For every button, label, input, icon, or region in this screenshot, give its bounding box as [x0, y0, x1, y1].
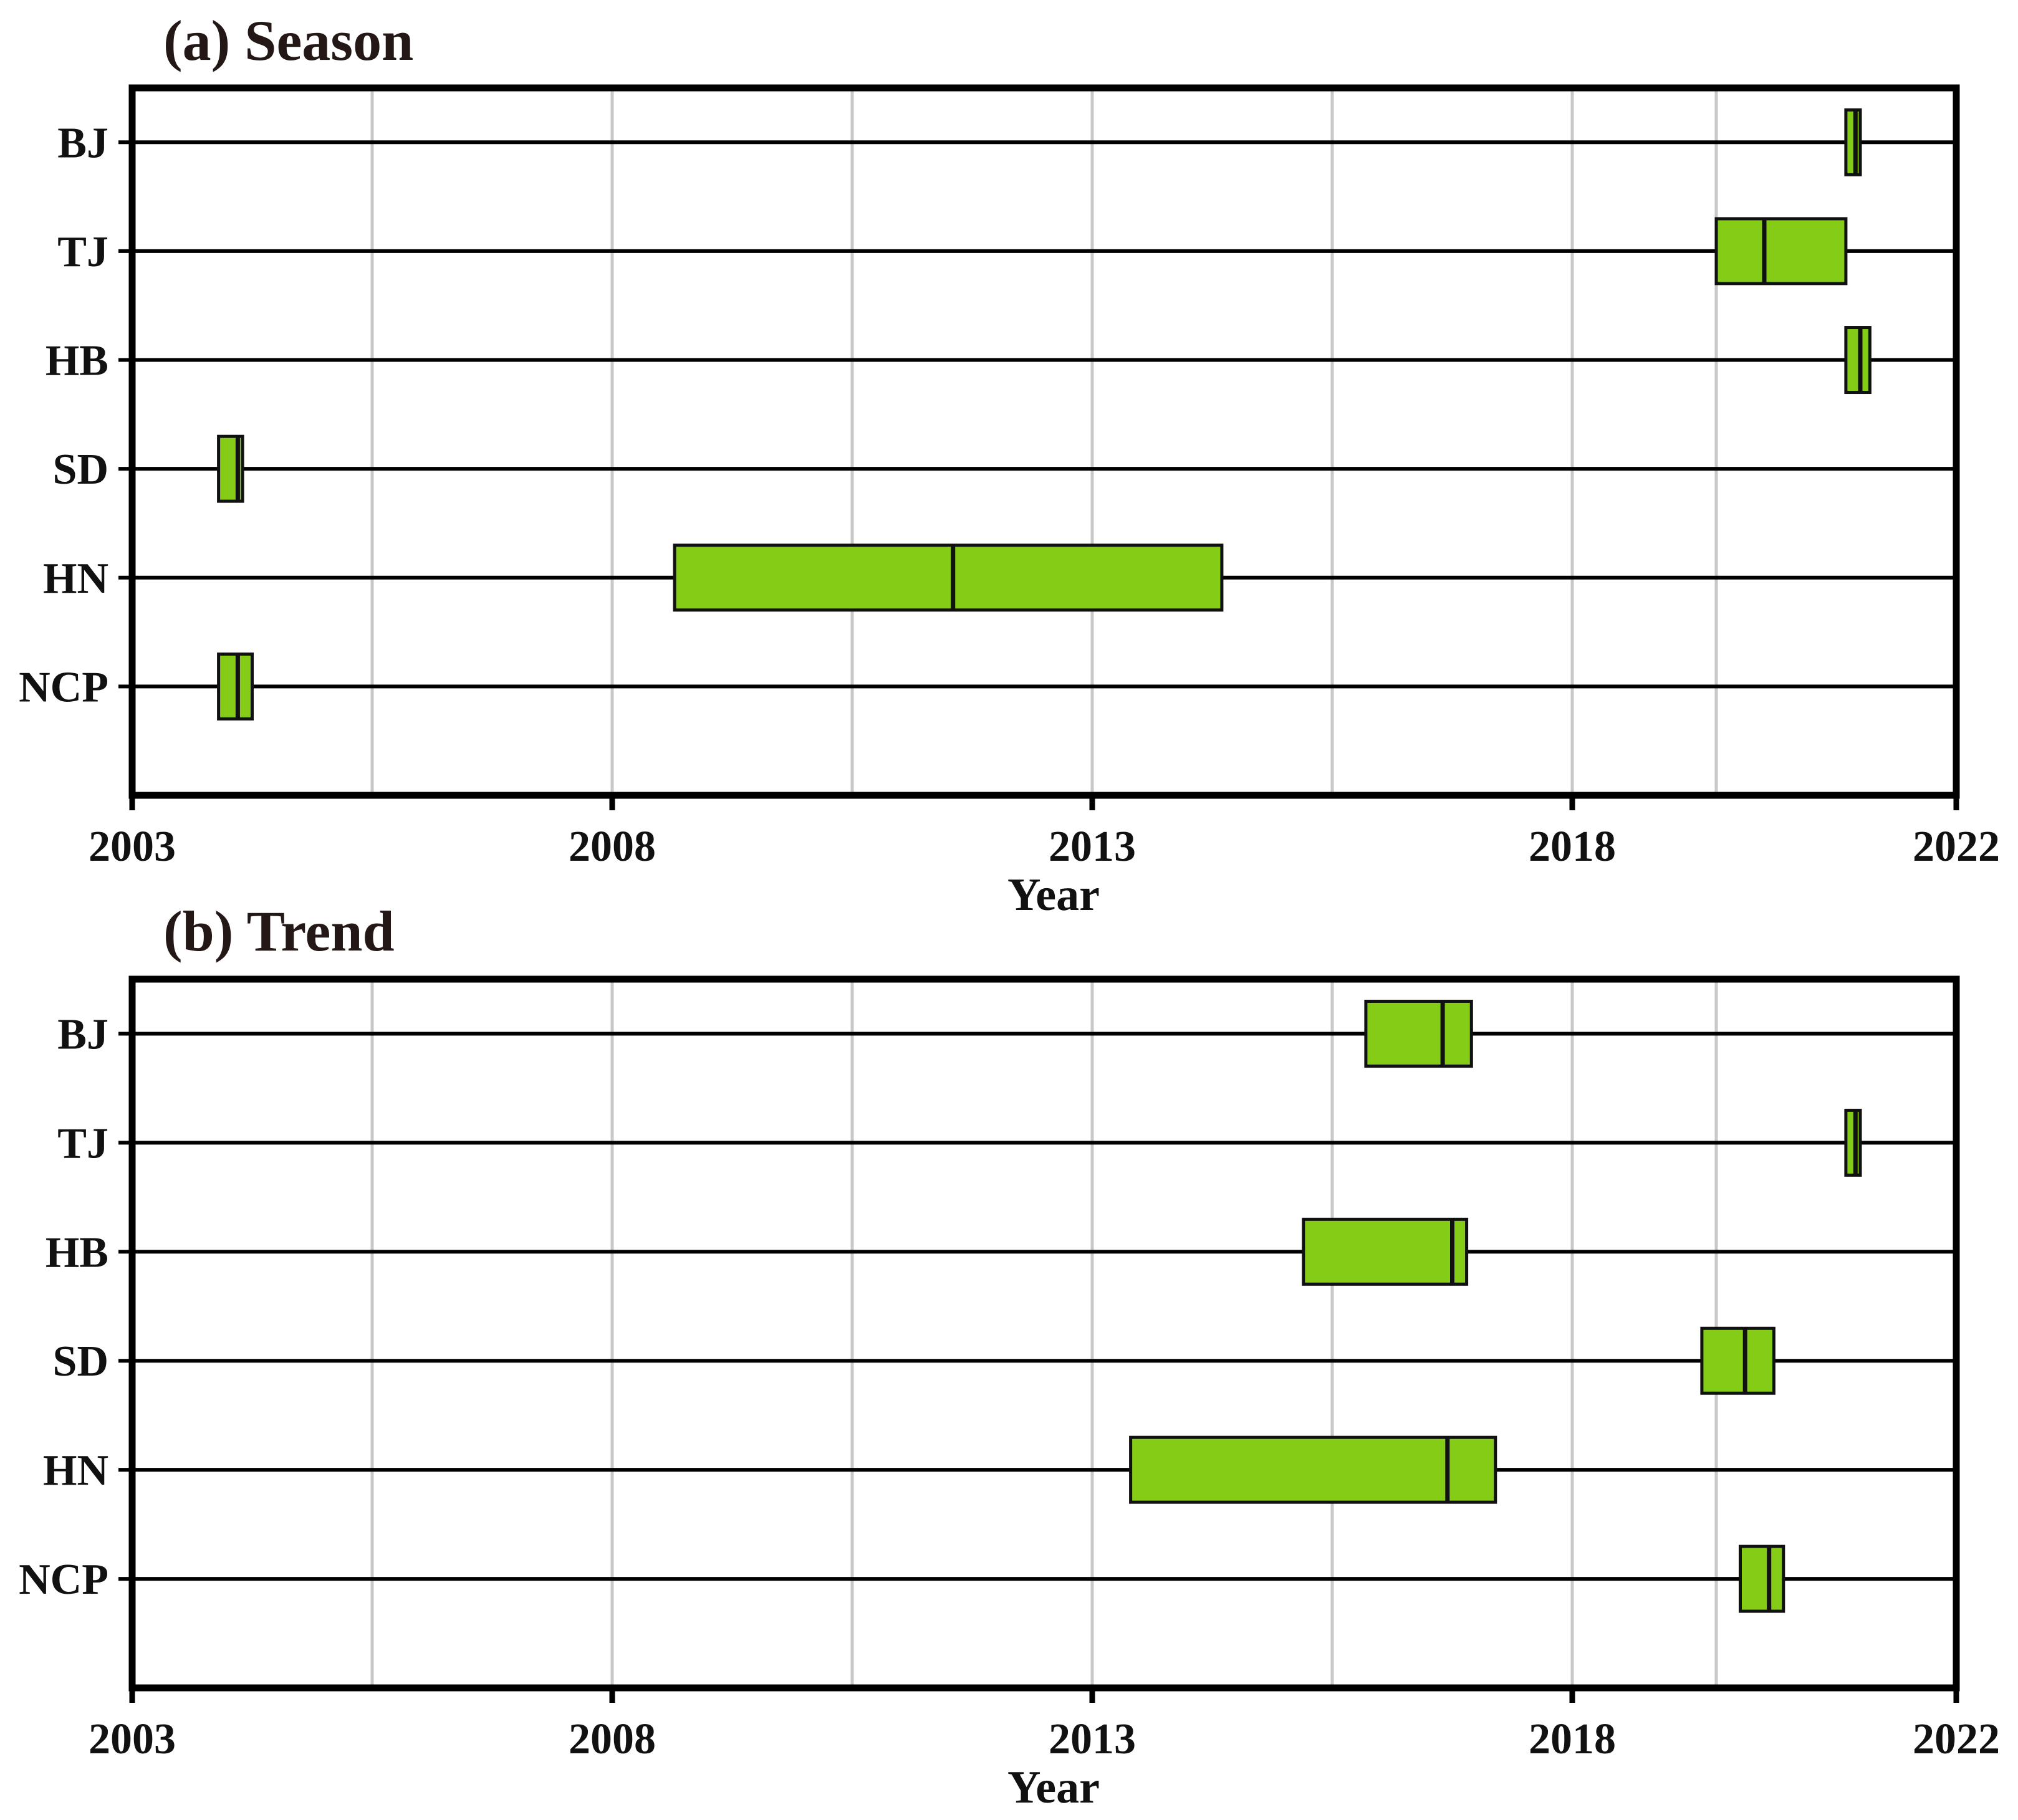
x-tick-label: 2008 [569, 1715, 656, 1763]
y-tick-label: NCP [19, 663, 108, 711]
y-tick-label: HB [46, 337, 108, 385]
plot-frame [128, 975, 1960, 1692]
box-hn [673, 544, 1224, 612]
y-tick-label: SD [53, 446, 108, 494]
box-hb [1302, 1217, 1469, 1286]
box-bj [1844, 108, 1862, 176]
box-bj [1364, 999, 1473, 1068]
box-tj [1844, 1108, 1862, 1177]
chart-panel-1: BJ TJ HB SD HN NCP 2003 2008 2013 2018 2022 Year (b)… [19, 899, 2000, 1813]
y-tick-label: TJ [57, 228, 108, 276]
chart-panel-0: BJ TJ HB SD HN NCP 2003 2008 2013 2018 2022 Year (a)… [19, 9, 2000, 921]
x-tick-label: 2003 [89, 823, 176, 871]
x-tick-label: 2008 [569, 823, 656, 871]
x-tick-label: 2022 [1913, 823, 2000, 871]
x-tick-label: 2022 [1913, 1715, 2000, 1763]
box-tj [1714, 217, 1848, 285]
box-hb [1844, 326, 1871, 395]
y-tick-label: BJ [57, 119, 108, 167]
y-tick-label: HB [46, 1228, 108, 1276]
chart-title: (a) Season [163, 9, 413, 72]
x-tick-label: 2003 [89, 1715, 176, 1763]
y-tick-label: TJ [57, 1119, 108, 1167]
x-tick-label: 2013 [1049, 823, 1136, 871]
chart-title: (b) Trend [163, 899, 395, 963]
y-tick-label: BJ [57, 1010, 108, 1058]
plot-frame [128, 84, 1960, 799]
x-axis-label: Year [1007, 869, 1100, 921]
x-tick-label: 2013 [1049, 1715, 1136, 1763]
box-sd [1700, 1326, 1775, 1395]
box-ncp [217, 652, 254, 721]
box-ncp [1739, 1545, 1785, 1613]
y-tick-label: HN [43, 1447, 108, 1495]
y-tick-label: SD [53, 1338, 108, 1386]
x-tick-label: 2018 [1529, 1715, 1616, 1763]
x-tick-label: 2018 [1529, 823, 1616, 871]
x-axis-label: Year [1007, 1762, 1100, 1813]
y-tick-label: NCP [19, 1556, 108, 1604]
y-tick-label: HN [43, 555, 108, 603]
box-hn [1129, 1435, 1497, 1504]
